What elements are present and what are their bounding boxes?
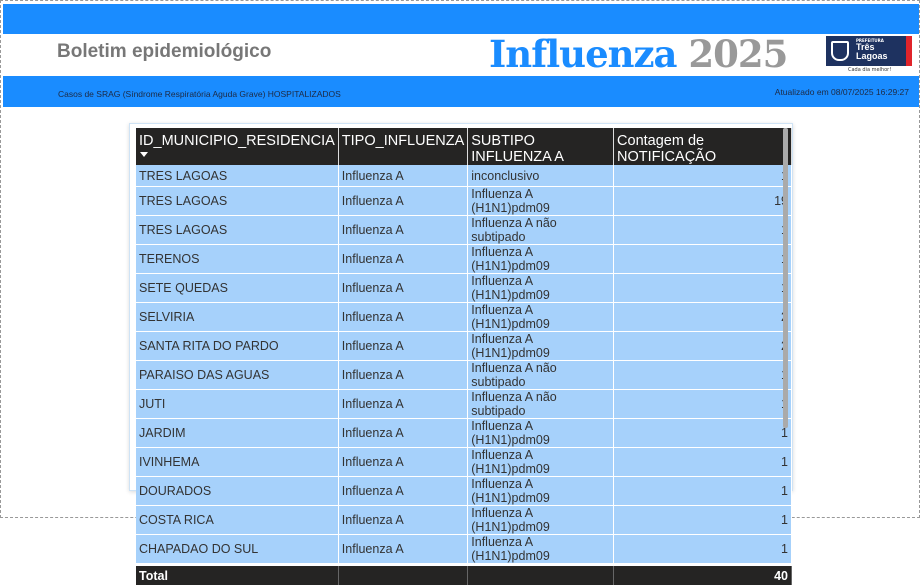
cell-tipo: Influenza A xyxy=(338,244,469,274)
cell-subtipo: Influenza A (H1N1)pdm09 xyxy=(467,418,615,448)
table-row[interactable]: IVINHEMA Influenza A Influenza A (H1N1)pdm… xyxy=(136,447,792,477)
cell-municipio: DOURADOS xyxy=(136,476,339,506)
cell-contagem: 1 xyxy=(613,215,792,245)
cell-tipo: Influenza A xyxy=(338,360,469,390)
cell-tipo: Influenza A xyxy=(338,447,469,477)
report-subtitle: Boletim epidemiológico xyxy=(57,41,272,62)
total-row: Total 40 xyxy=(136,563,792,586)
cell-municipio: TRES LAGOAS xyxy=(136,215,339,245)
cell-tipo: Influenza A xyxy=(338,505,469,535)
cell-subtipo: Influenza A não subtipado xyxy=(467,389,615,419)
cell-municipio: IVINHEMA xyxy=(136,447,339,477)
cell-contagem: 19 xyxy=(613,186,792,216)
cell-tipo: Influenza A xyxy=(338,215,469,245)
table-row[interactable]: JARDIM Influenza A Influenza A (H1N1)pdm09… xyxy=(136,418,792,448)
cell-tipo: Influenza A xyxy=(338,186,469,216)
info-bar: Casos de SRAG (Síndrome Respiratória Agu… xyxy=(3,76,919,107)
column-header-municipio[interactable]: ID_MUNICIPIO_RESIDENCIA xyxy=(136,128,339,165)
cell-contagem: 1 xyxy=(613,165,792,187)
cell-contagem: 1 xyxy=(613,273,792,303)
top-banner xyxy=(3,4,919,34)
description: Casos de SRAG (Síndrome Respiratória Agu… xyxy=(58,89,341,99)
data-table: ID_MUNICIPIO_RESIDENCIA TIPO_INFLUENZA S… xyxy=(136,128,792,586)
table-row[interactable]: DOURADOS Influenza A Influenza A (H1N1)pdm… xyxy=(136,476,792,506)
cell-municipio: PARAISO DAS AGUAS xyxy=(136,360,339,390)
table-row[interactable]: TRES LAGOAS Influenza A Influenza A não su… xyxy=(136,215,792,245)
cell-subtipo: Influenza A não subtipado xyxy=(467,360,615,390)
cell-municipio: SANTA RITA DO PARDO xyxy=(136,331,339,361)
cell-municipio: CHAPADAO DO SUL xyxy=(136,534,339,565)
cell-tipo: Influenza A xyxy=(338,476,469,506)
cell-contagem: 1 xyxy=(613,418,792,448)
cell-subtipo: Influenza A (H1N1)pdm09 xyxy=(467,186,615,216)
cell-municipio: TRES LAGOAS xyxy=(136,186,339,216)
title-year: 2025 xyxy=(688,32,788,76)
cell-subtipo: Influenza A (H1N1)pdm09 xyxy=(467,505,615,535)
table-row[interactable]: CHAPADAO DO SUL Influenza A Influenza A (H… xyxy=(136,534,792,565)
cell-contagem: 1 xyxy=(613,389,792,419)
cell-subtipo: Influenza A (H1N1)pdm09 xyxy=(467,331,615,361)
total-value: 40 xyxy=(613,563,792,586)
cell-subtipo: Influenza A (H1N1)pdm09 xyxy=(467,244,615,274)
cell-subtipo: Influenza A (H1N1)pdm09 xyxy=(467,476,615,506)
table-row[interactable]: SANTA RITA DO PARDO Influenza A Influenza … xyxy=(136,331,792,361)
cell-municipio: JARDIM xyxy=(136,418,339,448)
prefeitura-logo: PREFEITURA Três Lagoas Cada dia melhor! xyxy=(826,36,912,73)
cell-municipio: JUTI xyxy=(136,389,339,419)
cell-subtipo: Influenza A (H1N1)pdm09 xyxy=(467,302,615,332)
cell-tipo: Influenza A xyxy=(338,331,469,361)
sort-desc-icon xyxy=(140,152,148,157)
cell-subtipo: Influenza A (H1N1)pdm09 xyxy=(467,447,615,477)
cell-subtipo: Influenza A (H1N1)pdm09 xyxy=(467,534,615,565)
table-row[interactable]: TERENOS Influenza A Influenza A (H1N1)pdm0… xyxy=(136,244,792,274)
cell-contagem: 2 xyxy=(613,331,792,361)
total-label: Total xyxy=(136,563,339,586)
table-row[interactable]: JUTI Influenza A Influenza A não subtipado… xyxy=(136,389,792,419)
cell-tipo: Influenza A xyxy=(338,302,469,332)
cell-municipio: COSTA RICA xyxy=(136,505,339,535)
column-header-tipo[interactable]: TIPO_INFLUENZA xyxy=(338,128,469,165)
last-updated: Atualizado em 08/07/2025 16:29:27 xyxy=(774,87,909,97)
cell-contagem: 1 xyxy=(613,505,792,535)
cell-subtipo: inconclusivo xyxy=(467,165,615,187)
cell-contagem: 1 xyxy=(613,447,792,477)
table-row[interactable]: PARAISO DAS AGUAS Influenza A Influenza A … xyxy=(136,360,792,390)
column-header-subtipo[interactable]: SUBTIPO INFLUENZA A xyxy=(467,128,615,165)
cell-contagem: 1 xyxy=(613,476,792,506)
vertical-scrollbar[interactable] xyxy=(783,128,788,428)
cell-tipo: Influenza A xyxy=(338,534,469,565)
crest-icon xyxy=(831,41,849,61)
cell-contagem: 1 xyxy=(613,534,792,565)
table-row[interactable]: TRES LAGOAS Influenza A Influenza A (H1N1)… xyxy=(136,186,792,216)
cell-tipo: Influenza A xyxy=(338,165,469,187)
title-main: Influenza xyxy=(489,32,678,76)
column-header-contagem[interactable]: Contagem de NOTIFICAÇÃO xyxy=(613,128,792,165)
cell-subtipo: Influenza A não subtipado xyxy=(467,215,615,245)
cell-tipo: Influenza A xyxy=(338,273,469,303)
page-title: Influenza 2025 xyxy=(489,32,788,76)
cell-tipo: Influenza A xyxy=(338,418,469,448)
cell-municipio: SETE QUEDAS xyxy=(136,273,339,303)
cell-tipo: Influenza A xyxy=(338,389,469,419)
cell-contagem: 2 xyxy=(613,302,792,332)
cell-municipio: TERENOS xyxy=(136,244,339,274)
header: Boletim epidemiológico Influenza 2025 PR… xyxy=(3,32,919,76)
cell-subtipo: Influenza A (H1N1)pdm09 xyxy=(467,273,615,303)
cell-municipio: SELVIRIA xyxy=(136,302,339,332)
table-row[interactable]: SELVIRIA Influenza A Influenza A (H1N1)pdm… xyxy=(136,302,792,332)
cell-contagem: 1 xyxy=(613,244,792,274)
table-visual: ID_MUNICIPIO_RESIDENCIA TIPO_INFLUENZA S… xyxy=(129,123,793,586)
table-row[interactable]: COSTA RICA Influenza A Influenza A (H1N1)p… xyxy=(136,505,792,535)
cell-municipio: TRES LAGOAS xyxy=(136,165,339,187)
table-row[interactable]: SETE QUEDAS Influenza A Influenza A (H1N1)… xyxy=(136,273,792,303)
cell-contagem: 1 xyxy=(613,360,792,390)
